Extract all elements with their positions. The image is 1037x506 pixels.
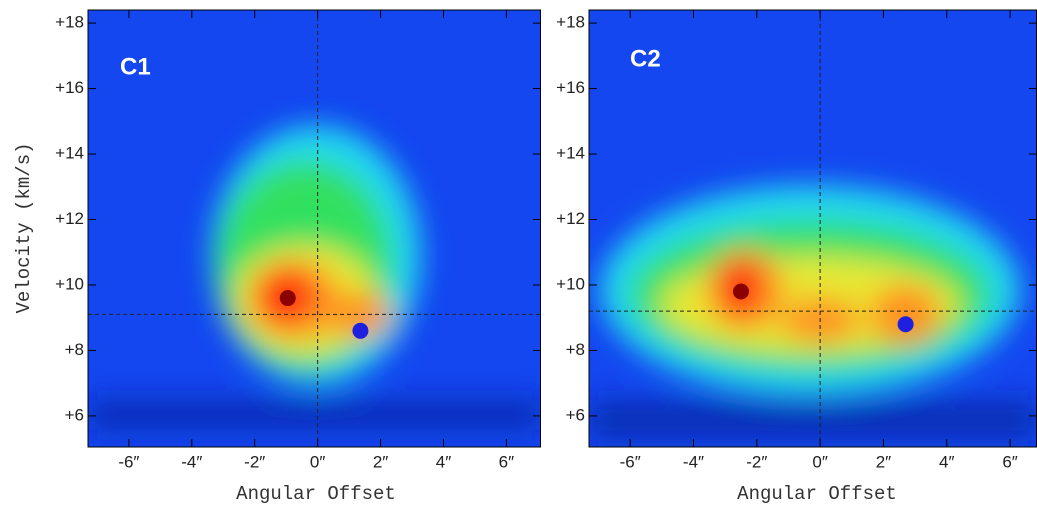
y-tick-label: +14	[556, 144, 585, 163]
source-marker	[897, 316, 914, 333]
x-tick-label: 2″	[373, 452, 388, 471]
x-tick-label: 6″	[499, 452, 514, 471]
y-tick-label: +18	[55, 13, 84, 32]
plot-frame	[87, 9, 541, 448]
source-marker	[279, 290, 296, 307]
source-marker	[352, 322, 369, 339]
y-tick-label: +10	[55, 274, 84, 293]
x-tick-label: 0″	[310, 452, 325, 471]
intensity-map	[88, 10, 541, 447]
x-tick-label: -6″	[620, 452, 641, 471]
panel-label: C2	[630, 45, 661, 72]
x-tick-label: -4″	[181, 452, 202, 471]
y-tick-label: +14	[55, 144, 84, 163]
x-tick-label: -6″	[118, 452, 139, 471]
y-tick-label: +8	[566, 340, 585, 359]
x-tick-label: 6″	[1002, 452, 1017, 471]
y-tick-label: +8	[65, 340, 84, 359]
x-axis-title: Angular Offset	[737, 483, 897, 505]
y-tick-label: +6	[566, 405, 585, 424]
x-tick-label: -2″	[244, 452, 265, 471]
x-axis-title: Angular Offset	[236, 483, 396, 505]
y-tick-label: +12	[55, 209, 84, 228]
y-tick-label: +6	[65, 405, 84, 424]
y-tick-label: +16	[55, 78, 84, 97]
source-marker	[732, 283, 749, 300]
y-tick-label: +16	[556, 78, 585, 97]
x-tick-label: 2″	[876, 452, 891, 471]
y-tick-label: +10	[556, 274, 585, 293]
y-tick-label: +12	[556, 209, 585, 228]
x-tick-label: 4″	[436, 452, 451, 471]
y-axis-title: Velocity (km/s)	[13, 142, 35, 313]
x-tick-label: -2″	[746, 452, 767, 471]
x-tick-label: 4″	[939, 452, 954, 471]
y-tick-label: +18	[556, 13, 585, 32]
x-tick-label: -4″	[683, 452, 704, 471]
panel-label: C1	[120, 53, 151, 80]
intensity-map	[589, 10, 1037, 447]
x-tick-label: 0″	[812, 452, 827, 471]
